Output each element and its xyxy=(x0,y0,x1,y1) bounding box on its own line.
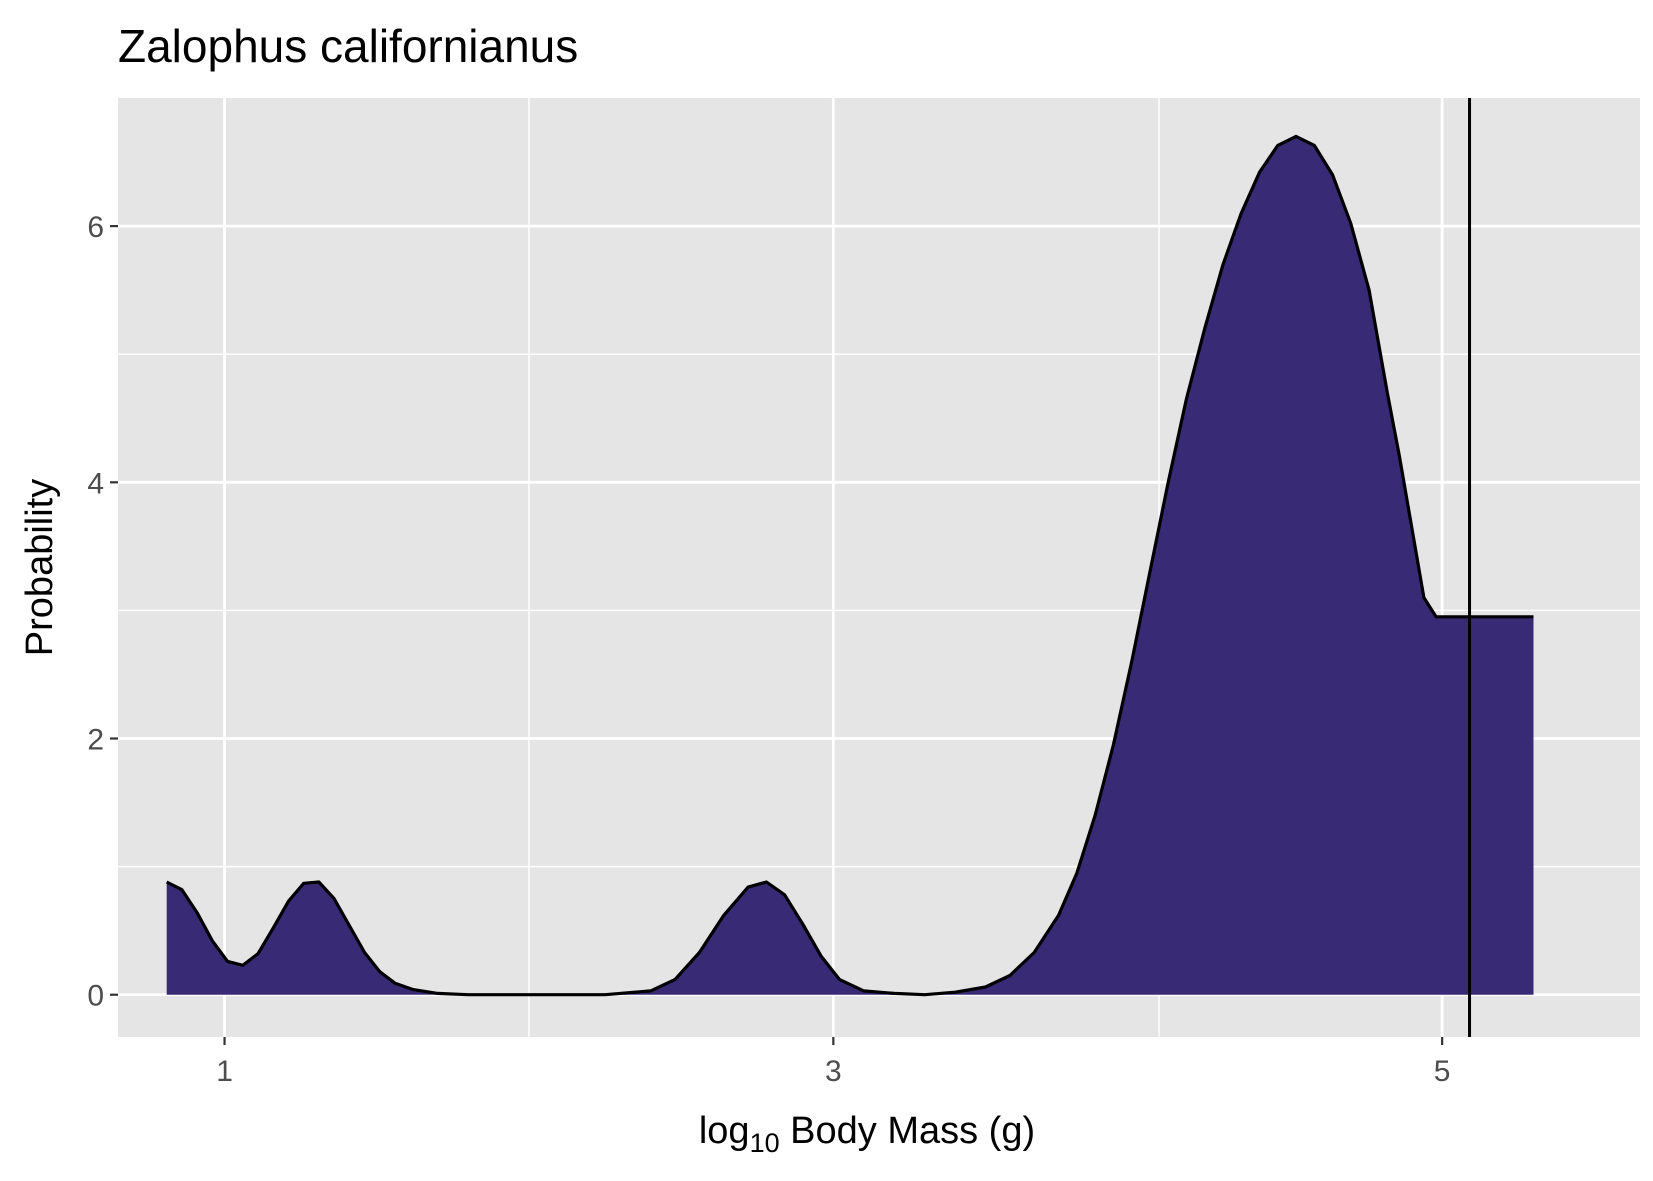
x-axis-title: log10 Body Mass (g) xyxy=(699,1110,1035,1158)
x-tick-label: 1 xyxy=(216,1055,233,1088)
y-axis-title: Probability xyxy=(19,479,61,656)
x-tick-label: 3 xyxy=(825,1055,842,1088)
y-tick-label: 4 xyxy=(87,467,104,500)
x-tick-label: 5 xyxy=(1434,1055,1451,1088)
chart-title: Zalophus californianus xyxy=(118,20,578,72)
data-layer xyxy=(165,98,1534,1037)
y-tick-label: 2 xyxy=(87,724,104,757)
axes: 1 3 5 0 2 4 6 xyxy=(87,211,1450,1088)
y-tick-label: 6 xyxy=(87,211,104,244)
x-axis-title-subscript: 10 xyxy=(750,1128,780,1158)
y-tick-label: 0 xyxy=(87,980,104,1013)
x-axis-title-prefix: log xyxy=(699,1110,750,1152)
x-axis-title-suffix: Body Mass (g) xyxy=(780,1110,1036,1152)
density-area xyxy=(166,136,1534,995)
density-curve xyxy=(165,134,1534,997)
